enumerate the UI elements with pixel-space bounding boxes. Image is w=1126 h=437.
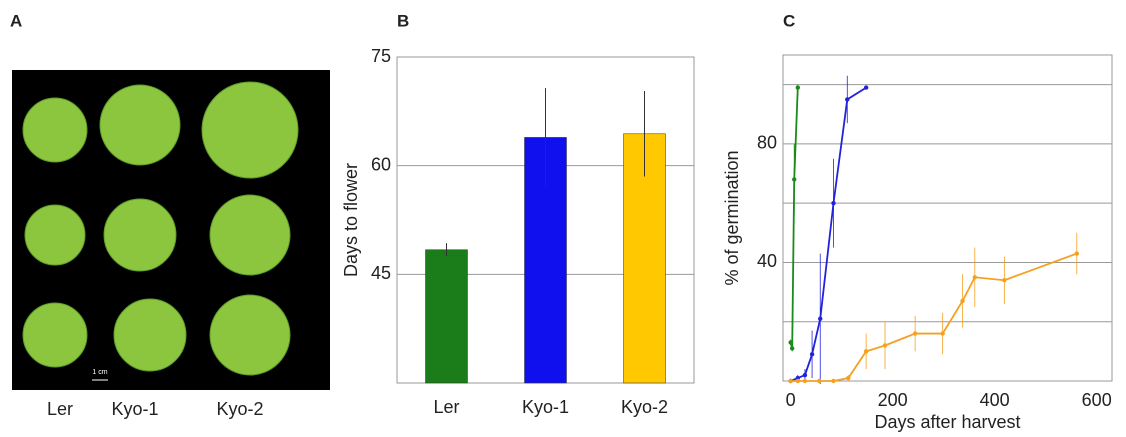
point [845,97,850,102]
point [1002,278,1007,283]
y-tick-label: 45 [371,263,391,283]
point [795,378,800,384]
point [882,343,888,348]
panel-label: B [397,11,409,30]
x-tick-label: 0 [786,390,796,410]
y-tick-label: 80 [757,133,777,153]
point [788,378,793,384]
y-axis-label: % of germination [722,150,742,285]
point [802,372,808,378]
x-tick-label: 600 [1082,390,1112,410]
x-tick-label: Kyo-2 [621,397,668,417]
y-tick-label: 60 [371,154,391,174]
x-tick-label: 200 [878,390,908,410]
point [831,200,836,206]
panel-label: A [10,11,22,30]
point [863,349,869,354]
series-line [789,87,799,349]
caption: Kyo-1 [111,399,158,419]
point [831,378,836,384]
point [1074,251,1080,256]
point [818,316,823,321]
point [817,378,822,384]
point [789,346,795,351]
y-tick-label: 75 [371,46,391,66]
x-tick-label: Ler [433,397,459,417]
x-tick-label: Kyo-1 [522,397,569,417]
series-line [790,252,1078,382]
plot-frame [782,54,1113,382]
bar [524,137,567,384]
caption: Ler [47,399,73,419]
point [792,177,797,182]
point [846,375,851,381]
y-tick-label: 40 [757,251,777,271]
point [788,340,793,345]
point [912,331,918,336]
y-axis-label: Days to flower [341,163,361,277]
point [972,275,977,280]
point [940,331,945,336]
point [795,85,800,90]
bar [425,249,468,384]
caption: Kyo-2 [216,399,263,419]
point [802,378,808,384]
series-line [790,86,867,382]
point [809,352,815,357]
x-axis-label: Days after harvest [874,412,1020,432]
panel-label: C [783,11,795,30]
scale-label: 1 cm [92,369,107,376]
point [863,85,869,90]
point [960,298,965,304]
x-tick-label: 400 [980,390,1010,410]
plants [22,81,299,376]
